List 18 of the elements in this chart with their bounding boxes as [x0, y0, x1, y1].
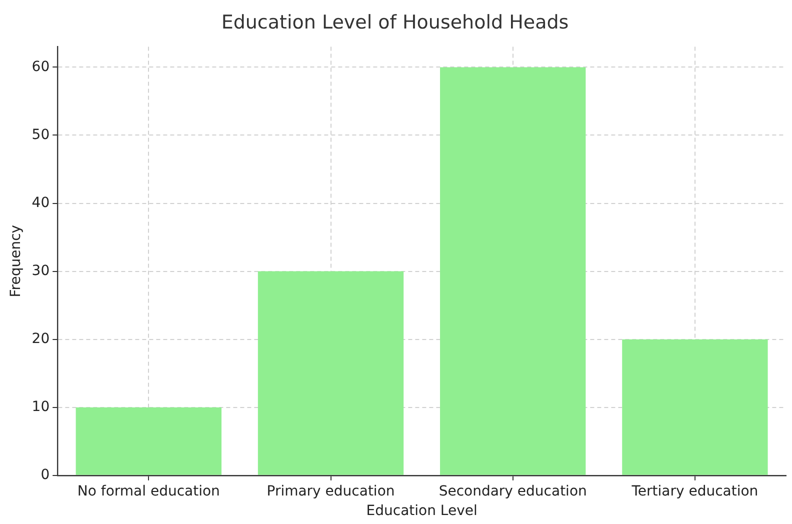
y-tick-label: 50	[32, 126, 50, 143]
y-tick-label: 30	[32, 262, 50, 279]
x-axis-title: Education Level	[366, 503, 478, 520]
y-tick-label: 60	[32, 58, 50, 75]
bar	[76, 407, 222, 475]
x-tick-label: Primary education	[266, 483, 395, 500]
y-tick-label: 0	[40, 467, 50, 484]
chart-title: Education Level of Household Heads	[221, 11, 569, 34]
y-axis-title: Frequency	[8, 224, 24, 298]
x-tick-label: No formal education	[77, 483, 220, 500]
bar	[622, 339, 768, 475]
y-tick-label: 20	[32, 330, 50, 347]
y-tick-label: 40	[32, 194, 50, 211]
bar	[258, 271, 404, 475]
x-tick-label: Tertiary education	[630, 483, 758, 500]
y-tick-label: 10	[32, 399, 50, 416]
bar	[440, 67, 586, 475]
x-tick-label: Secondary education	[438, 483, 587, 500]
